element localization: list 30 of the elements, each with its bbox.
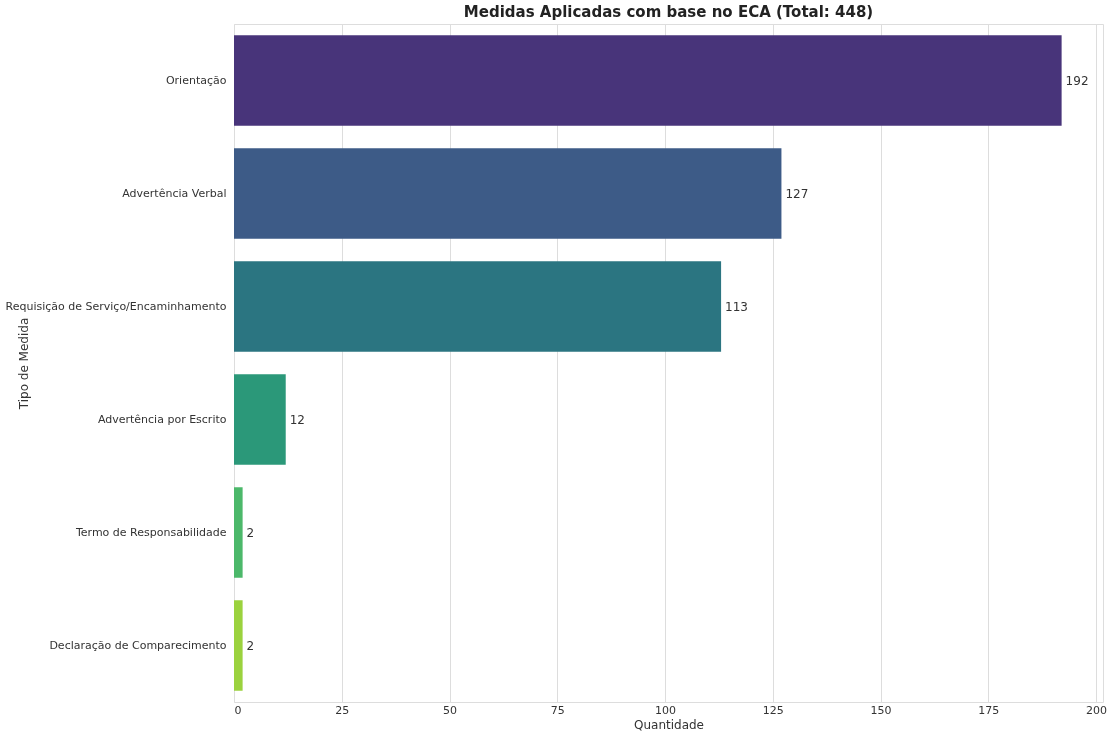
y-tick-label: Declaração de Comparecimento <box>49 638 227 652</box>
x-tick-label: 0 <box>234 703 242 717</box>
bar <box>234 261 722 352</box>
y-axis-title: Tipo de Medida <box>16 317 31 411</box>
data-label: 2 <box>246 525 255 540</box>
data-label: 2 <box>246 638 255 653</box>
x-tick-label: 75 <box>550 703 565 717</box>
x-tick-label: 25 <box>335 703 350 717</box>
data-label: 192 <box>1065 73 1089 88</box>
y-tick-label: Requisição de Serviço/Encaminhamento <box>5 299 227 313</box>
x-axis-title: Quantidade <box>633 717 705 732</box>
bar <box>234 35 1062 126</box>
data-label: 127 <box>785 186 809 201</box>
bar <box>234 148 782 239</box>
bar <box>234 600 243 691</box>
x-tick-label: 175 <box>978 703 1000 717</box>
chart-title: Medidas Aplicadas com base no ECA (Total: 448) <box>463 3 874 21</box>
x-tick-label: 125 <box>762 703 784 717</box>
data-label: 12 <box>289 412 306 427</box>
bar <box>234 487 243 578</box>
data-label: 113 <box>725 299 748 314</box>
y-tick-label: Orientação <box>165 73 227 87</box>
y-tick-label: Advertência por Escrito <box>97 412 227 426</box>
bar <box>234 374 286 465</box>
x-tick-label: 150 <box>870 703 892 717</box>
x-tick-label: 200 <box>1086 703 1108 717</box>
y-tick-label: Advertência Verbal <box>122 186 227 200</box>
x-tick-label: 100 <box>655 703 677 717</box>
y-tick-label: Termo de Responsabilidade <box>74 525 227 539</box>
x-tick-label: 50 <box>443 703 458 717</box>
